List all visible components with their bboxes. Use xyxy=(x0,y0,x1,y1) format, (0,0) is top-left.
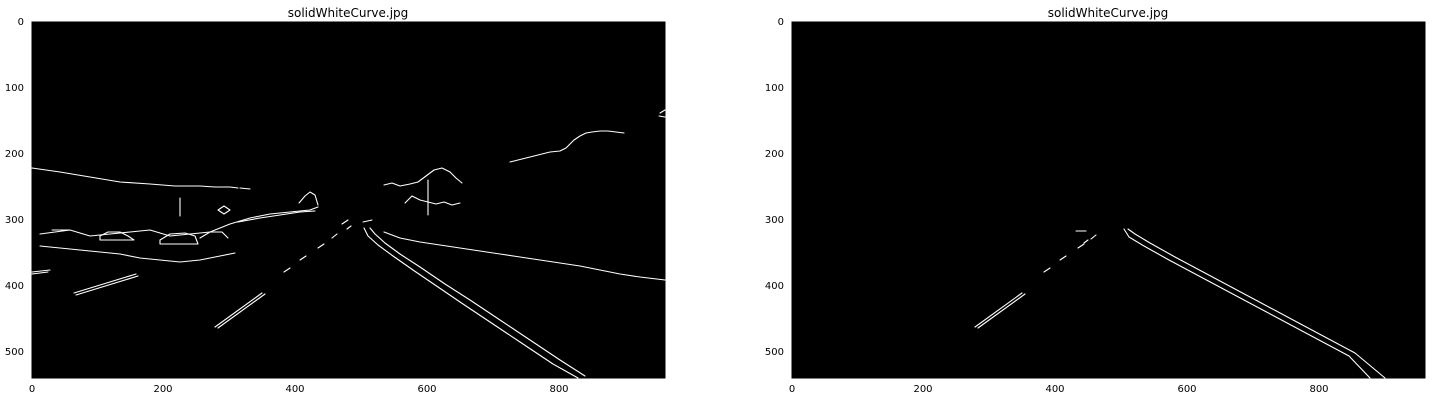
left-horizon-line xyxy=(31,167,239,189)
left-x-tick-label: 800 xyxy=(549,384,568,395)
right-lane-right-outer xyxy=(1127,228,1386,379)
left-panel-title: solidWhiteCurve.jpg xyxy=(288,6,409,20)
left-edge-lines xyxy=(31,109,666,379)
left-road-edge xyxy=(383,231,666,281)
left-y-tick-label: 100 xyxy=(5,83,24,94)
right-panel: solidWhiteCurve.jpg 0 200 400 600 800 0 … xyxy=(765,6,1426,395)
right-lane-left-lower xyxy=(974,292,1023,328)
right-y-tick-label: 300 xyxy=(765,215,784,226)
right-y-axis: 0 100 200 300 400 500 xyxy=(765,17,784,358)
left-panel: solidWhiteCurve.jpg xyxy=(5,6,666,395)
left-x-tick-label: 400 xyxy=(285,384,304,395)
right-y-tick-label: 400 xyxy=(765,281,784,292)
right-image xyxy=(791,21,1426,379)
right-y-tick-label: 200 xyxy=(765,149,784,160)
left-y-tick-label: 400 xyxy=(5,281,24,292)
left-x-tick-label: 200 xyxy=(153,384,172,395)
right-x-tick-label: 200 xyxy=(913,384,932,395)
right-y-tick-label: 0 xyxy=(778,17,784,28)
left-y-tick-label: 0 xyxy=(18,17,24,28)
right-edge-lines xyxy=(974,228,1386,379)
right-panel-title: solidWhiteCurve.jpg xyxy=(1048,6,1169,20)
right-x-tick-label: 800 xyxy=(1309,384,1328,395)
right-x-tick-label: 600 xyxy=(1177,384,1196,395)
left-x-tick-label: 600 xyxy=(417,384,436,395)
left-lane-right-outer xyxy=(369,227,586,377)
right-y-tick-label: 500 xyxy=(765,347,784,358)
right-x-tick-label: 0 xyxy=(789,384,795,395)
right-y-tick-label: 100 xyxy=(765,83,784,94)
left-lane-left-upper xyxy=(73,273,137,294)
left-image xyxy=(31,21,666,379)
left-y-tick-label: 200 xyxy=(5,149,24,160)
left-y-axis: 0 100 200 300 400 500 xyxy=(5,17,24,358)
left-x-axis: 0 200 400 600 800 xyxy=(29,384,569,395)
right-x-tick-label: 400 xyxy=(1045,384,1064,395)
left-skyline xyxy=(509,130,625,163)
right-x-axis: 0 200 400 600 800 xyxy=(789,384,1329,395)
left-x-tick-label: 0 xyxy=(29,384,35,395)
left-y-tick-label: 300 xyxy=(5,215,24,226)
left-y-tick-label: 500 xyxy=(5,347,24,358)
